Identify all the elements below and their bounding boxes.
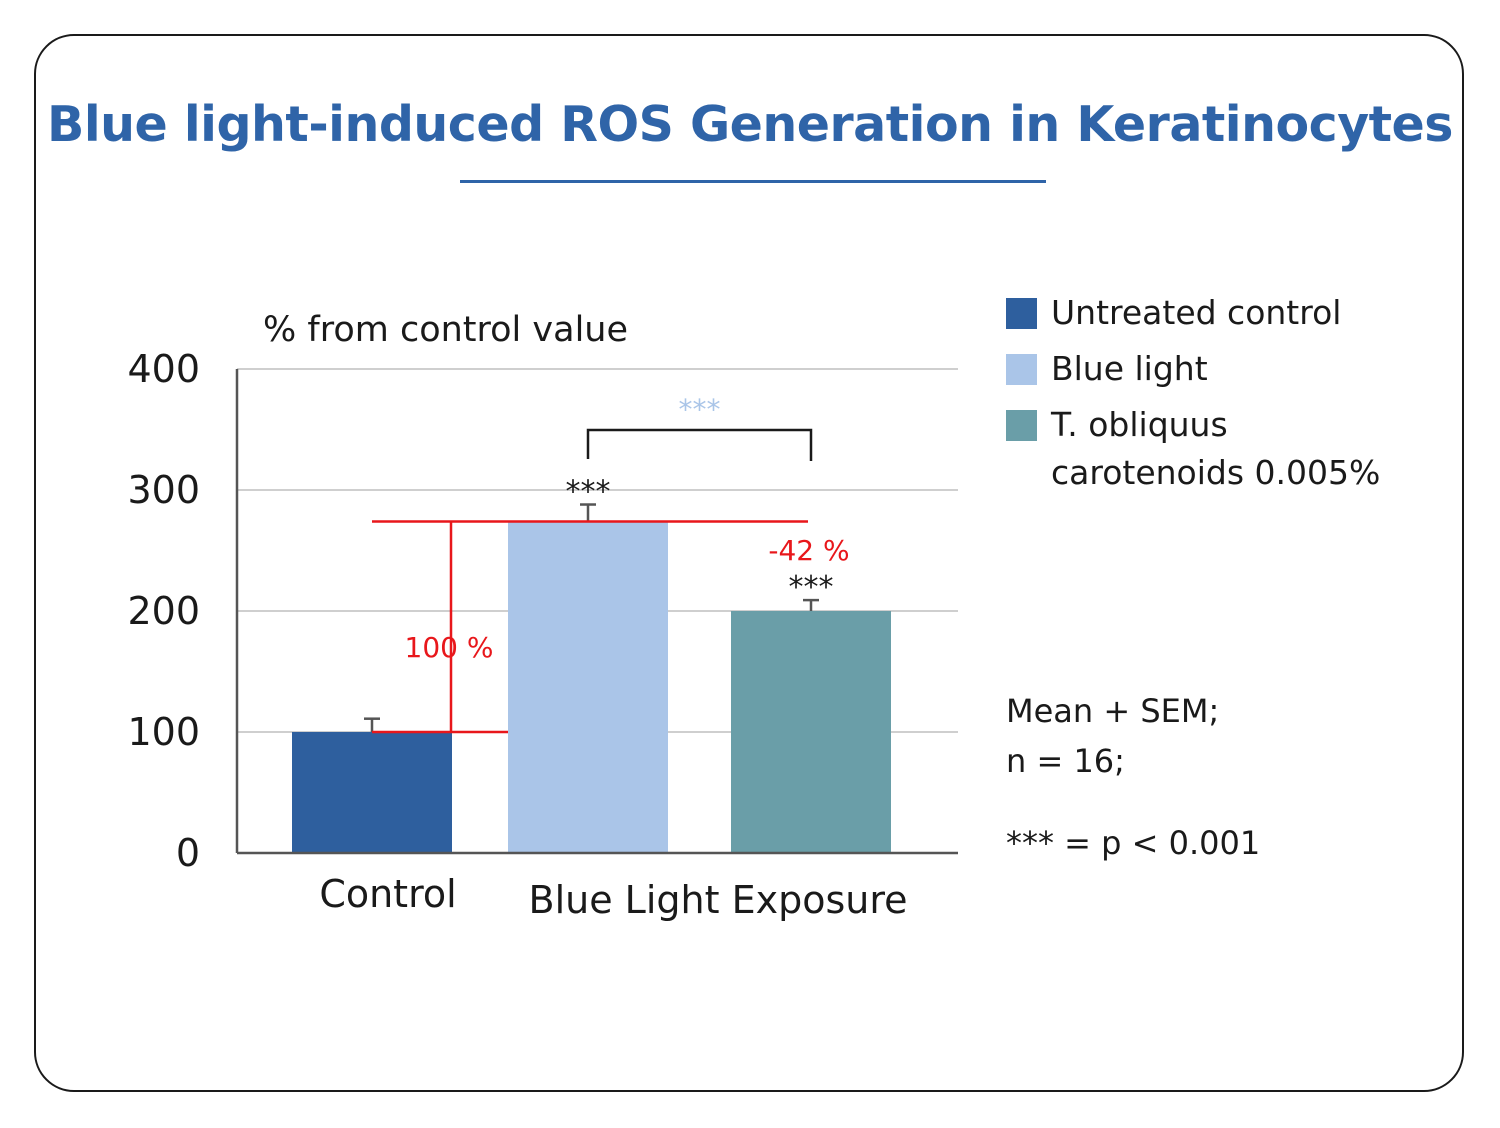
- legend-label-blue-light: Blue light: [1051, 349, 1208, 388]
- y-tick-label-300: 300: [127, 468, 200, 512]
- sig-marker-2: ***: [566, 475, 611, 510]
- chart-legend: Untreated control Blue light T. obliquus…: [1006, 292, 1446, 492]
- notes-spacer: [1006, 786, 1260, 818]
- legend-item-untreated-control: Untreated control: [1006, 292, 1446, 348]
- chart-title: Blue light-induced ROS Generation in Ker…: [47, 96, 1453, 153]
- title-underline: [460, 180, 1046, 183]
- annotation-increase-label: 100 %: [405, 631, 494, 664]
- y-axis-label: % from control value: [263, 310, 628, 350]
- statistics-notes: Mean + SEM; n = 16; *** = p < 0.001: [1006, 686, 1260, 868]
- bar-1: [292, 732, 452, 853]
- sig-marker-3: ***: [789, 570, 834, 605]
- y-tick-label-0: 0: [176, 831, 200, 875]
- legend-swatch-blue-light: [1006, 354, 1037, 385]
- y-tick-label-200: 200: [127, 589, 200, 633]
- chart-card: [34, 34, 1464, 1092]
- annotation-decrease-label: -42 %: [768, 534, 849, 567]
- legend-swatch-carotenoids: [1006, 410, 1037, 441]
- notes-mean-sem: Mean + SEM;: [1006, 692, 1220, 730]
- x-category-label-blue-light-exposure: Blue Light Exposure: [529, 878, 908, 922]
- y-tick-label-100: 100: [127, 710, 200, 754]
- bar-2: [508, 521, 668, 853]
- legend-label-untreated-control: Untreated control: [1051, 293, 1342, 332]
- notes-significance: *** = p < 0.001: [1006, 824, 1261, 862]
- x-category-label-control: Control: [319, 872, 456, 916]
- bar-3: [731, 611, 891, 853]
- y-tick-label-400: 400: [127, 347, 200, 391]
- legend-label-carotenoids: T. obliquus carotenoids 0.005%: [1051, 405, 1381, 492]
- bracket-sig-marker: ***: [679, 393, 721, 426]
- notes-sample-size: n = 16;: [1006, 742, 1125, 780]
- significance-bracket: [586, 428, 813, 461]
- legend-item-blue-light: Blue light: [1006, 348, 1446, 404]
- legend-item-carotenoids: T. obliquus carotenoids 0.005%: [1006, 404, 1446, 492]
- legend-swatch-untreated-control: [1006, 298, 1037, 329]
